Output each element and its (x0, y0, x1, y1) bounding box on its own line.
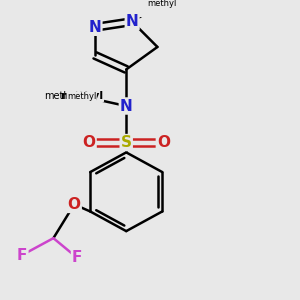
Text: N: N (120, 98, 133, 113)
Text: methyl: methyl (60, 91, 103, 101)
Text: N: N (126, 14, 139, 29)
Text: N: N (88, 20, 101, 35)
Text: F: F (17, 248, 27, 262)
Text: O: O (157, 135, 170, 150)
Text: O: O (68, 197, 81, 212)
Text: methyl: methyl (67, 92, 96, 101)
Text: S: S (121, 135, 132, 150)
Text: methyl: methyl (147, 0, 177, 8)
Text: F: F (72, 250, 83, 265)
Text: methyl: methyl (44, 91, 79, 101)
Text: O: O (82, 135, 96, 150)
